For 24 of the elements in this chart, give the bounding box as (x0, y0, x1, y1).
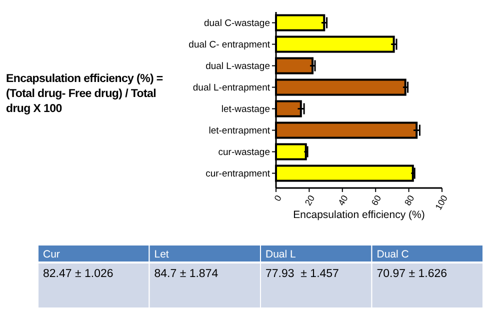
x-tick-label: 100 (433, 194, 450, 212)
x-tick-label: 20 (302, 194, 317, 208)
y-tick-label: dual L-wastage (206, 61, 270, 72)
text: 77.93 ± 1.457 (266, 268, 339, 280)
x-tick-label: 40 (336, 194, 350, 208)
text: Dual C (376, 248, 410, 260)
text: Dual L (266, 248, 296, 260)
y-tick-label: cur-entrapment (206, 168, 270, 180)
y-tick-label: dual L-entrapment (192, 82, 270, 94)
x-tick-label: 80 (402, 194, 416, 208)
x-tick-label: 60 (369, 194, 384, 208)
y-tick-label: cur-wastage (218, 147, 270, 158)
text: Encapsulation efficiency (%) = (Total drug- Free drug) / Total drug X 100 (6, 72, 164, 117)
y-tick-label: let-wastage (221, 104, 270, 116)
text: 70.97 ± 1.626 (376, 268, 448, 280)
y-tick-label: dual C- entrapment (188, 40, 270, 51)
y-tick-label: let-entrapment (208, 126, 270, 137)
text: 84.7 ± 1.874 (154, 268, 219, 280)
x-tick-label: 0 (272, 194, 284, 203)
y-tick-label: dual C-wastage (204, 18, 270, 30)
text: Cur (43, 248, 60, 260)
text: 82.47 ± 1.026 (43, 268, 114, 280)
text: Let (154, 248, 169, 260)
x-axis-title: Encapsulation efficiency (%) (293, 209, 425, 221)
